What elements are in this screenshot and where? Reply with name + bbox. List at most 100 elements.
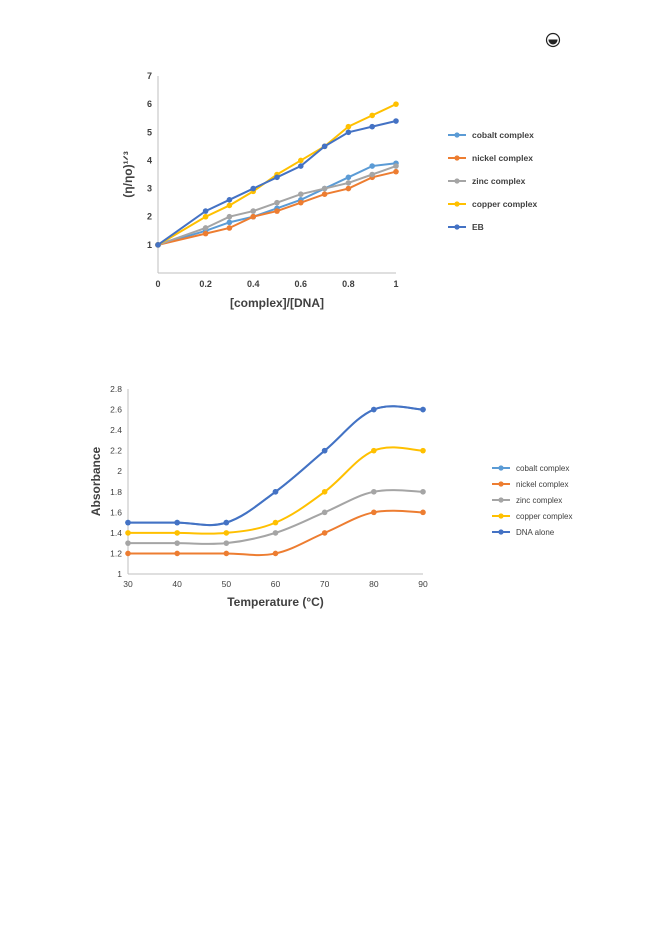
data-point (371, 488, 377, 495)
data-point (345, 129, 352, 136)
data-point (420, 509, 426, 516)
data-point (345, 185, 352, 192)
data-point (321, 185, 328, 192)
legend-swatch-marker (454, 178, 460, 184)
legend-entry: zinc complex (516, 496, 562, 505)
data-point (125, 519, 131, 526)
y-tick-label: 2.4 (110, 425, 122, 435)
y-tick-label: 1.8 (110, 487, 122, 497)
data-point (345, 180, 352, 186)
legend-entry: cobalt complex (516, 464, 569, 473)
x-tick-label: 30 (123, 579, 133, 589)
legend-entry: nickel complex (472, 153, 533, 163)
legend-swatch-marker (454, 201, 460, 207)
data-point (226, 202, 233, 209)
data-point (321, 447, 328, 454)
data-point (174, 519, 180, 526)
y-tick-label: 2.8 (110, 384, 122, 394)
data-point (174, 540, 180, 546)
data-point (202, 213, 209, 220)
legend-swatch-marker (498, 481, 504, 487)
data-point (321, 191, 328, 197)
x-tick-label: 60 (271, 579, 281, 589)
data-point (321, 509, 328, 516)
data-point (223, 550, 230, 557)
x-tick-label: 0.6 (295, 279, 308, 289)
data-point (393, 163, 399, 169)
data-point (371, 447, 377, 454)
data-point (226, 225, 233, 231)
x-tick-label: 90 (418, 579, 428, 589)
legend-entry: copper complex (472, 199, 537, 209)
x-tick-label: 1 (393, 279, 398, 289)
data-point (274, 174, 280, 181)
circled-half-disc-icon (545, 32, 561, 48)
data-point (420, 447, 426, 454)
y-tick-label: 2 (147, 212, 152, 222)
x-tick-label: 0 (155, 279, 160, 289)
data-point (371, 509, 377, 516)
series-line-eb (157, 120, 397, 246)
y-tick-label: 6 (147, 99, 152, 109)
y-tick-label: 4 (147, 155, 152, 165)
x-axis-title: Temperature (°C) (227, 595, 324, 609)
legend-swatch-marker (498, 529, 504, 535)
data-point (393, 168, 399, 175)
y-axis-title: (η/ηo)¹ᐟ³ (121, 151, 135, 197)
legend-entry: nickel complex (516, 480, 568, 489)
data-point (125, 530, 131, 536)
x-tick-label: 40 (172, 579, 182, 589)
data-point (226, 213, 233, 220)
data-point (174, 530, 180, 536)
y-tick-label: 1 (147, 240, 152, 250)
y-axis-title: Absorbance (89, 447, 103, 517)
data-point (174, 550, 180, 557)
series-line-nickel-complex (157, 170, 397, 246)
data-point (250, 185, 256, 192)
data-point (272, 488, 279, 495)
data-point (272, 519, 279, 526)
data-point (321, 143, 328, 150)
y-tick-label: 2.2 (110, 446, 122, 456)
y-tick-label: 2.6 (110, 405, 122, 415)
data-point (202, 208, 209, 214)
viscosity-chart: 1 2 3 4 5 6 7 0 0.2 0.4 0.6 0.8 1 [complex]/[DNA] (η/η… (100, 60, 600, 320)
legend-entry: copper complex (516, 512, 572, 521)
series-line-cobalt-complex (127, 405, 424, 527)
legend-swatch-marker (454, 155, 460, 161)
data-point (321, 488, 328, 495)
data-point (298, 199, 304, 206)
series-line-dna-alone (127, 405, 424, 527)
data-point (125, 540, 131, 546)
data-point (250, 208, 256, 214)
x-tick-label: 0.4 (247, 279, 260, 289)
melting-chart: 1 1.2 1.4 1.6 1.8 2 2.2 2.4 2.6 2.8 30 40 50 60 70 80 90… (80, 380, 600, 620)
x-tick-label: 80 (369, 579, 379, 589)
data-point (369, 163, 376, 169)
data-point (393, 118, 399, 124)
data-point (274, 199, 280, 206)
data-point (369, 123, 376, 130)
series-line-copper-complex (157, 103, 397, 246)
legend-swatch-marker (498, 513, 504, 519)
melting-chart-svg: 1 1.2 1.4 1.6 1.8 2 2.2 2.4 2.6 2.8 30 40 50 60 70 80 90… (89, 384, 572, 609)
y-tick-label: 3 (147, 184, 152, 194)
y-tick-label: 1.4 (110, 528, 122, 538)
x-axis-title: [complex]/[DNA] (230, 296, 324, 310)
x-tick-label: 70 (320, 579, 330, 589)
data-point (298, 157, 304, 164)
series-line-zinc-complex (157, 165, 397, 246)
legend-swatch-marker (454, 132, 460, 138)
x-tick-label: 0.2 (199, 279, 212, 289)
data-point (155, 242, 161, 248)
data-point (272, 530, 279, 536)
data-point (393, 101, 399, 107)
data-point (226, 219, 233, 226)
series-line-cobalt-complex (157, 162, 397, 246)
y-tick-label: 1.6 (110, 507, 122, 517)
data-point (345, 123, 352, 130)
data-point (223, 519, 230, 526)
series-line-zinc-complex (128, 489, 424, 545)
data-point (125, 550, 131, 557)
legend-swatch-marker (498, 497, 504, 503)
